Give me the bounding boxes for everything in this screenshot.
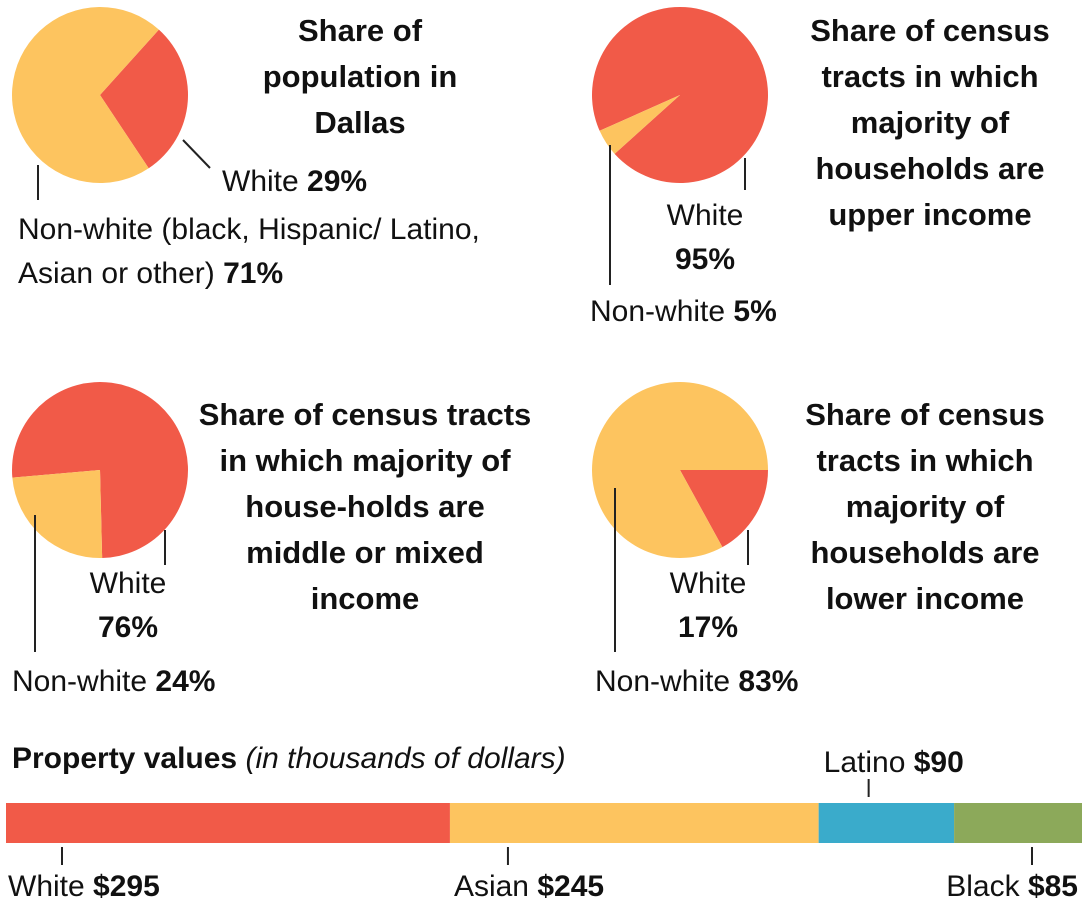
title: Property values — [12, 742, 238, 775]
chart-title: Share of census tracts in which majority… — [805, 397, 1045, 616]
category-label: White — [89, 567, 167, 600]
value-label: 29% — [307, 165, 368, 198]
category-label: White — [669, 567, 747, 600]
label: White $295 — [8, 865, 160, 907]
category-label: Black — [946, 870, 1020, 903]
bar-segment — [6, 803, 450, 843]
pie-slice — [680, 470, 768, 548]
label: Latino $90 — [824, 741, 964, 785]
pie-slice — [100, 29, 189, 169]
category-label: Non-white — [595, 665, 731, 698]
value-label: 24% — [155, 665, 216, 698]
value-label: $90 — [913, 746, 964, 779]
bar-segment — [954, 803, 1082, 843]
value-label: $295 — [93, 870, 160, 903]
leader-line — [182, 139, 211, 169]
label: Non-white (black, Hispanic/ Latino, Asia… — [18, 208, 533, 296]
value-label: 17% — [677, 611, 739, 644]
label: Non-white 24% — [12, 660, 312, 704]
label: White 17% — [648, 562, 768, 650]
value-label: 71% — [223, 257, 284, 290]
pie-slice — [592, 382, 768, 559]
category-label: White — [8, 870, 85, 903]
category-label: Asian — [453, 870, 529, 903]
label: White 29% — [222, 160, 522, 204]
label: White 76% — [68, 562, 188, 650]
category-label: White — [666, 199, 744, 232]
chart-title: Share of census tracts in which majority… — [198, 397, 532, 616]
bar-segment — [818, 803, 955, 843]
value-label: 5% — [733, 295, 777, 328]
category-label: Non-white — [590, 295, 726, 328]
label: Black $85 — [946, 865, 1078, 907]
label: Asian $245 — [454, 865, 604, 907]
category-label: Latino — [823, 746, 906, 779]
category-label: Non-white — [12, 665, 148, 698]
value-label: $85 — [1027, 870, 1078, 903]
value-label: 95% — [674, 243, 736, 276]
label: Non-white 83% — [595, 660, 895, 704]
value-label: 76% — [97, 611, 159, 644]
bar-segment — [449, 803, 819, 843]
chart-title: Share of census tracts in which majority… — [810, 13, 1050, 232]
pie-slice — [12, 6, 159, 183]
value-label: $245 — [537, 870, 605, 903]
chart-title: Share of population in Dallas — [262, 13, 458, 140]
category-label: Non-white (black, Hispanic/ Latino, Asia… — [18, 213, 480, 290]
pie-slice — [599, 95, 680, 154]
label: White 95% — [645, 194, 765, 282]
label: Non-white 5% — [590, 290, 890, 334]
category-label: White — [222, 165, 299, 198]
subtitle: (in thousands of dollars) — [245, 742, 566, 775]
pie-slice — [592, 6, 768, 183]
value-label: 83% — [738, 665, 799, 698]
chart-title: Property values (in thousands of dollars… — [12, 742, 566, 776]
pie-slice — [12, 470, 103, 558]
pie-slice — [12, 382, 188, 558]
